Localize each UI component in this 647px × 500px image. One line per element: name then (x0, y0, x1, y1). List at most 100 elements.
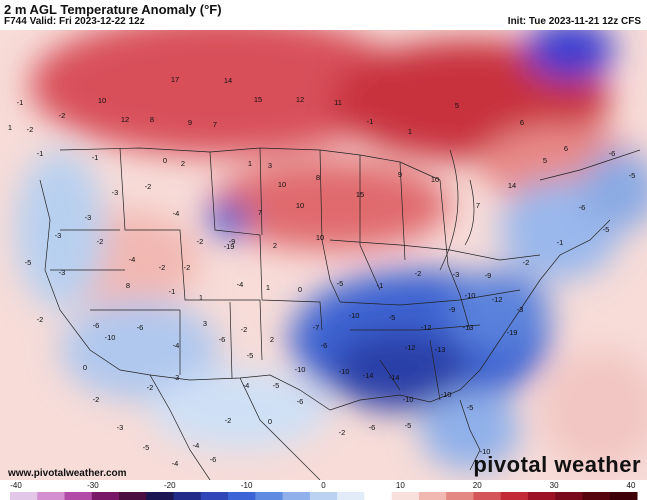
anomaly-value-label: -3 (55, 231, 62, 240)
anomaly-value-label: -3 (453, 270, 460, 279)
colorbar-swatch (555, 492, 583, 500)
anomaly-value-label: 8 (126, 281, 130, 290)
anomaly-value-label: 1 (199, 293, 203, 302)
anomaly-value-label: -6 (93, 321, 100, 330)
colorbar-swatch (309, 492, 338, 500)
anomaly-value-label: -1 (37, 149, 44, 158)
anomaly-value-label: -4 (237, 280, 244, 289)
anomaly-value-label: 2 (273, 241, 277, 250)
colorbar-swatch (64, 492, 93, 500)
colorbar-tick-label: -30 (87, 481, 99, 490)
anomaly-value-label: 15 (254, 95, 262, 104)
colorbar-tick-label: 10 (395, 481, 405, 490)
colorbar-tick-label: 20 (472, 481, 482, 490)
colorbar-swatch (527, 492, 556, 500)
anomaly-value-label: -5 (603, 225, 610, 234)
init-time: Init: Tue 2023-11-21 12z CFS (507, 16, 641, 27)
anomaly-value-label: 10 (431, 175, 439, 184)
colorbar-swatch (500, 492, 529, 500)
anomaly-value-label: -4 (129, 255, 136, 264)
anomaly-value-label: -2 (225, 416, 232, 425)
anomaly-value-label: -2 (59, 111, 66, 120)
anomaly-value-label: -4 (173, 209, 180, 218)
anomaly-value-label: -5 (25, 258, 32, 267)
anomaly-value-label: -2 (241, 325, 248, 334)
anomaly-value-label: -2 (37, 315, 44, 324)
anomaly-value-label: -1 (557, 238, 564, 247)
anomaly-value-label: -5 (143, 443, 150, 452)
anomaly-value-label: 0 (163, 156, 167, 165)
colorbar-swatch (173, 492, 202, 500)
anomaly-value-label: -13 (463, 323, 474, 332)
anomaly-value-label: 7 (258, 208, 262, 217)
anomaly-value-label: 12 (296, 95, 304, 104)
colorbar-swatch (200, 492, 229, 500)
anomaly-value-label: -3 (112, 188, 119, 197)
anomaly-value-label: 1 (248, 159, 252, 168)
colorbar-swatch (418, 492, 447, 500)
colorbar: -40 -30 -20 -10 0 10 20 30 40 (0, 481, 647, 500)
colorbar-swatch (10, 492, 38, 500)
anomaly-value-label: 1 (408, 127, 412, 136)
anomaly-value-label: -10 (465, 291, 476, 300)
anomaly-value-label: -6 (137, 323, 144, 332)
anomaly-value-label: 5 (543, 156, 547, 165)
anomaly-value-label: 1 (266, 283, 270, 292)
anomaly-value-label: -2 (145, 182, 152, 191)
anomaly-value-label: 6 (564, 144, 568, 153)
anomaly-value-label: -1 (169, 287, 176, 296)
anomaly-value-label: -9 (449, 305, 456, 314)
anomaly-value-label: -10 (349, 311, 360, 320)
anomaly-value-label: -2 (93, 395, 100, 404)
anomaly-value-label: -3 (173, 373, 180, 382)
anomaly-value-label: 0 (268, 417, 272, 426)
anomaly-map[interactable]: -1 -2 10 12 8 9 7 17 14 15 12 11 -1 1 5 6 6 -6 -5 5 14 7 10 9 15… (0, 30, 647, 480)
anomaly-value-label: -19 (507, 328, 518, 337)
anomaly-value-label: -5 (337, 279, 344, 288)
anomaly-value-label: -10 (480, 447, 491, 456)
anomaly-value-label: -10 (339, 367, 350, 376)
anomaly-value-label: 3 (203, 319, 207, 328)
anomaly-value-label: -3 (517, 305, 524, 314)
colorbar-swatch (582, 492, 611, 500)
colorbar-swatch (255, 492, 284, 500)
anomaly-value-label: -3 (59, 268, 66, 277)
anomaly-value-label: 7 (213, 120, 217, 129)
colorbar-swatch (446, 492, 474, 500)
anomaly-value-label: -2 (27, 125, 34, 134)
anomaly-value-label: -2 (97, 237, 104, 246)
anomaly-value-label: -1 (377, 281, 384, 290)
colorbar-tick-label: 0 (321, 481, 326, 490)
anomaly-value-label: -4 (243, 381, 250, 390)
anomaly-value-label: -4 (193, 441, 200, 450)
anomaly-value-label: -6 (219, 335, 226, 344)
anomaly-value-label: 6 (520, 118, 524, 127)
anomaly-value-label: 7 (476, 201, 480, 210)
anomaly-value-label: -2 (147, 383, 154, 392)
anomaly-value-label: -3 (85, 213, 92, 222)
map-header: 2 m AGL Temperature Anomaly (°F) F744 Va… (0, 0, 647, 30)
brand-logo-text: pivotal weather (473, 452, 641, 477)
anomaly-value-label: -12 (421, 323, 432, 332)
anomaly-value-label: 2 (270, 335, 274, 344)
anomaly-value-label: 0 (83, 363, 87, 372)
anomaly-value-label: -3 (117, 423, 124, 432)
anomaly-value-label: 17 (171, 75, 179, 84)
colorbar-swatch (119, 492, 147, 500)
anomaly-value-label: 8 (316, 173, 320, 182)
colorbar-swatch (37, 492, 66, 500)
anomaly-value-label: -14 (389, 373, 400, 382)
anomaly-value-label: -5 (405, 421, 412, 430)
anomaly-value-label: -10 (105, 333, 116, 342)
colorbar-swatch (337, 492, 365, 500)
colorbar-swatch (91, 492, 120, 500)
anomaly-value-label: -10 (403, 395, 414, 404)
anomaly-value-label: 10 (278, 180, 286, 189)
anomaly-value-label: -7 (313, 323, 320, 332)
anomaly-value-label: 14 (224, 76, 232, 85)
anomaly-value-label: 8 (150, 115, 154, 124)
boundaries (39, 147, 641, 480)
anomaly-value-label: -9 (229, 237, 236, 246)
